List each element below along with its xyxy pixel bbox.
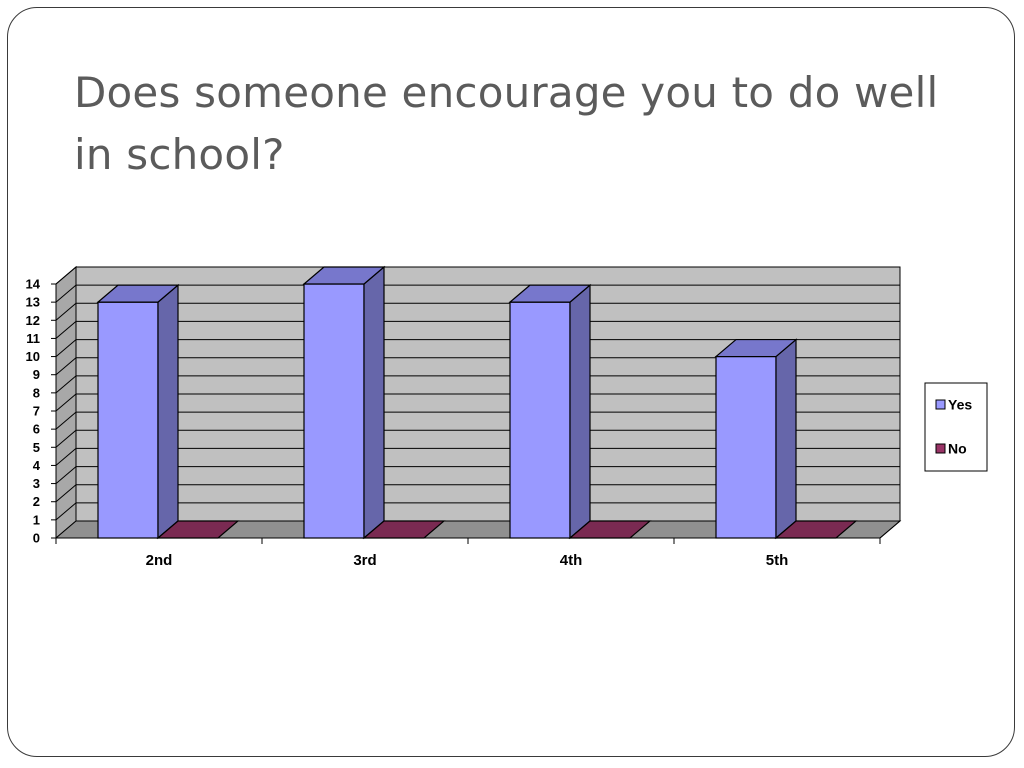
gridline-side bbox=[55, 302, 77, 321]
bar-top-yes-2nd bbox=[96, 284, 180, 303]
y-tick-label: 10 bbox=[26, 349, 40, 364]
bar-yes-5th bbox=[715, 355, 777, 539]
bar-top-yes-4th bbox=[508, 284, 592, 303]
gridline-side bbox=[55, 339, 77, 357]
y-tick-label: 1 bbox=[33, 512, 40, 527]
x-tick-label: 2nd bbox=[146, 552, 173, 569]
bar-yes-3rd bbox=[303, 283, 365, 539]
legend-box bbox=[924, 382, 988, 472]
gridline-side bbox=[55, 375, 77, 394]
x-tick-label: 4th bbox=[560, 552, 583, 569]
legend-swatch-no bbox=[935, 443, 946, 454]
bar-side-yes-4th bbox=[569, 283, 591, 540]
y-tick-label: 6 bbox=[33, 422, 40, 437]
bar-top-yes-3rd bbox=[302, 266, 386, 285]
gridline-side bbox=[55, 484, 77, 503]
gridline-side bbox=[55, 393, 77, 412]
bar-side-yes-5th bbox=[775, 338, 797, 540]
y-tick-label: 14 bbox=[26, 277, 41, 292]
bar-side-yes-3rd bbox=[363, 265, 385, 540]
y-tick-label: 2 bbox=[33, 494, 40, 509]
gridline-side bbox=[55, 357, 77, 376]
slide-title: Does someone encourage you to do well in… bbox=[74, 68, 939, 179]
legend-label-yes: Yes bbox=[948, 397, 972, 413]
y-tick-label: 7 bbox=[33, 404, 40, 419]
gridline-side bbox=[55, 266, 77, 285]
gridline-side bbox=[55, 411, 77, 430]
legend-swatch-yes bbox=[935, 399, 946, 410]
gridline-side bbox=[55, 429, 77, 448]
y-tick-label: 0 bbox=[33, 531, 40, 546]
y-tick-label: 13 bbox=[26, 295, 40, 310]
gridline-side bbox=[55, 321, 77, 339]
bar-top-yes-5th bbox=[714, 338, 798, 358]
bar-yes-4th bbox=[509, 301, 571, 539]
y-tick-label: 3 bbox=[33, 476, 40, 491]
bar-yes-2nd bbox=[97, 301, 159, 539]
x-tick-label: 5th bbox=[766, 552, 789, 569]
y-tick-label: 9 bbox=[33, 367, 40, 382]
y-tick-label: 5 bbox=[33, 440, 40, 455]
gridline-side bbox=[55, 448, 77, 466]
y-tick-label: 8 bbox=[33, 385, 40, 400]
floor-edge bbox=[879, 520, 901, 539]
y-tick-label: 11 bbox=[26, 331, 40, 346]
gridline-side bbox=[55, 284, 77, 303]
gridline-side bbox=[55, 466, 77, 484]
x-tick-label: 3rd bbox=[353, 552, 376, 569]
y-tick-label: 4 bbox=[33, 458, 41, 473]
bar-side-yes-2nd bbox=[157, 283, 179, 540]
y-tick-label: 12 bbox=[26, 313, 40, 328]
legend-label-no: No bbox=[948, 441, 967, 457]
gridline-side bbox=[55, 502, 77, 521]
